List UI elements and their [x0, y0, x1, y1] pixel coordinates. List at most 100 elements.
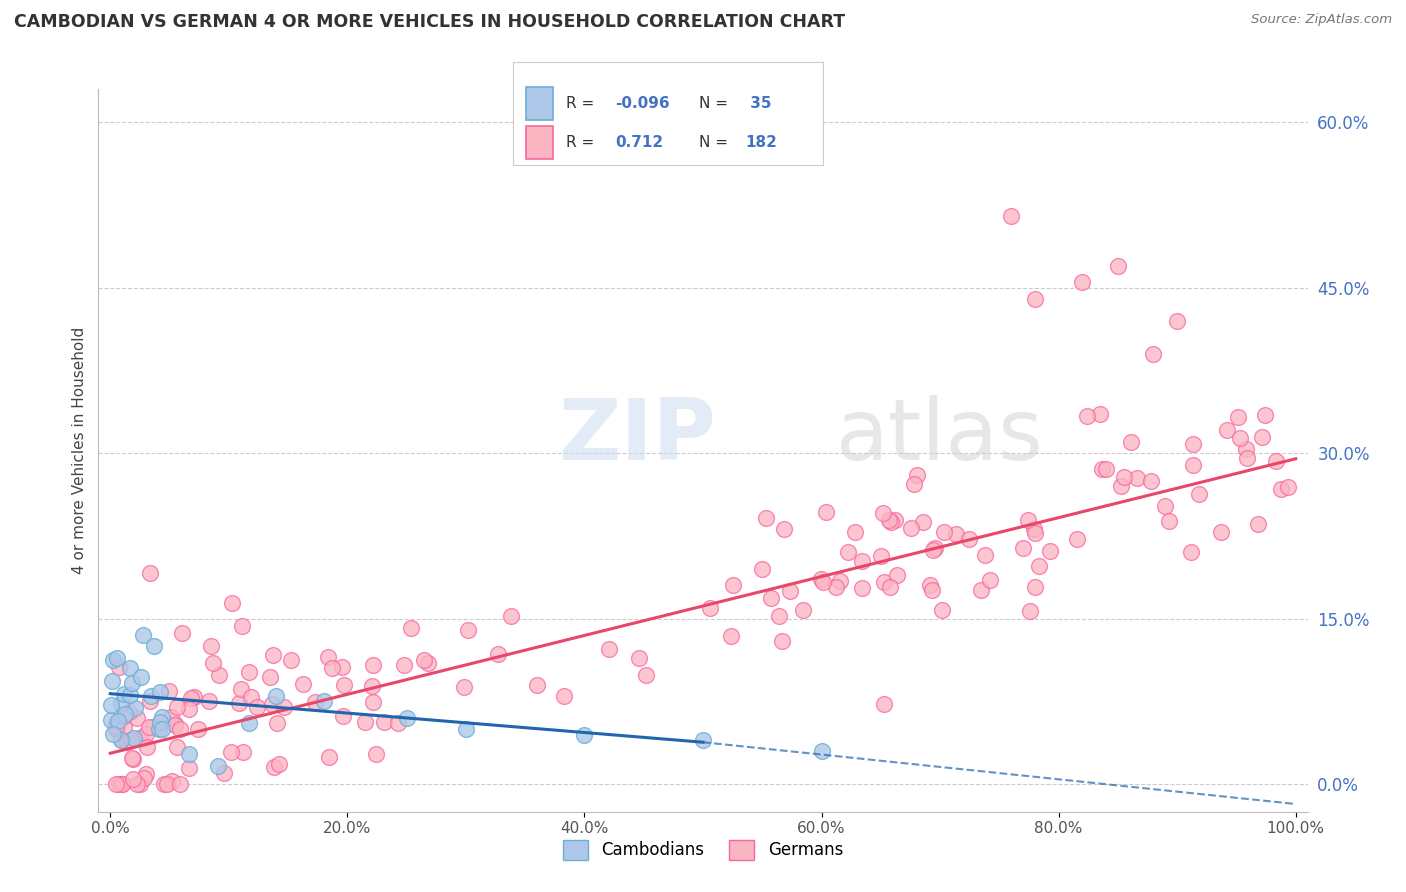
- Point: [105, 717, 128, 731]
- Point: [924, 541, 946, 555]
- Point: [1095, 462, 1118, 476]
- FancyBboxPatch shape: [526, 87, 554, 120]
- Point: [232, 745, 254, 759]
- Point: [1112, 470, 1135, 484]
- Point: [103, 653, 125, 667]
- Point: [751, 561, 773, 575]
- Point: [112, 687, 135, 701]
- Point: [413, 652, 436, 666]
- Point: [264, 689, 287, 703]
- Point: [1236, 451, 1258, 466]
- Point: [127, 777, 149, 791]
- Point: [332, 709, 354, 723]
- Point: [1019, 604, 1042, 618]
- Point: [815, 505, 838, 519]
- Point: [900, 521, 922, 535]
- Point: [166, 739, 188, 754]
- Point: [110, 732, 132, 747]
- Point: [1039, 544, 1062, 558]
- Point: [273, 699, 295, 714]
- Text: ZIP: ZIP: [558, 394, 716, 477]
- Point: [169, 777, 191, 791]
- Point: [321, 661, 343, 675]
- Point: [1139, 474, 1161, 488]
- Point: [120, 688, 142, 702]
- Point: [129, 731, 152, 745]
- Point: [1071, 275, 1094, 289]
- Point: [453, 680, 475, 694]
- Point: [363, 658, 385, 673]
- Point: [180, 691, 202, 706]
- Point: [905, 467, 928, 482]
- Point: [931, 603, 953, 617]
- Point: [1154, 499, 1177, 513]
- Point: [304, 695, 326, 709]
- Point: [768, 609, 790, 624]
- Point: [844, 525, 866, 540]
- Point: [263, 760, 285, 774]
- Point: [877, 513, 900, 527]
- Point: [129, 670, 152, 684]
- Point: [105, 722, 128, 736]
- Point: [160, 710, 183, 724]
- Point: [100, 674, 122, 689]
- Point: [759, 591, 782, 605]
- Text: 182: 182: [745, 135, 778, 150]
- Point: [114, 706, 136, 721]
- Point: [974, 549, 997, 563]
- Point: [107, 660, 129, 674]
- Point: [129, 777, 152, 791]
- Point: [318, 750, 340, 764]
- Point: [135, 767, 157, 781]
- Point: [1270, 482, 1292, 496]
- Point: [292, 677, 315, 691]
- Point: [755, 511, 778, 525]
- Point: [1024, 526, 1046, 541]
- Point: [395, 711, 418, 725]
- Point: [399, 622, 422, 636]
- Point: [1028, 558, 1050, 573]
- Point: [115, 734, 138, 748]
- Point: [152, 723, 174, 737]
- Point: [238, 665, 260, 680]
- Point: [1234, 442, 1257, 456]
- Point: [149, 684, 172, 698]
- Point: [246, 700, 269, 714]
- Point: [1012, 541, 1035, 556]
- Point: [1251, 430, 1274, 444]
- Point: [486, 647, 509, 661]
- Point: [107, 777, 129, 791]
- Point: [499, 609, 522, 624]
- Point: [100, 698, 122, 713]
- Point: [231, 619, 253, 633]
- Point: [934, 524, 956, 539]
- Point: [120, 733, 142, 747]
- Point: [318, 649, 340, 664]
- Point: [1126, 471, 1149, 485]
- Point: [779, 584, 801, 599]
- Text: N =: N =: [699, 96, 728, 111]
- Point: [1107, 259, 1129, 273]
- Point: [110, 697, 132, 711]
- Point: [103, 727, 125, 741]
- Text: CAMBODIAN VS GERMAN 4 OR MORE VEHICLES IN HOUSEHOLD CORRELATION CHART: CAMBODIAN VS GERMAN 4 OR MORE VEHICLES I…: [14, 13, 845, 31]
- Point: [1024, 292, 1046, 306]
- Point: [121, 751, 143, 765]
- Point: [1024, 580, 1046, 594]
- Point: [454, 722, 477, 736]
- Point: [792, 603, 814, 617]
- Point: [132, 628, 155, 642]
- Point: [262, 648, 284, 663]
- Point: [918, 577, 941, 591]
- Point: [1091, 462, 1114, 476]
- Point: [921, 582, 943, 597]
- Point: [229, 682, 252, 697]
- Point: [157, 684, 180, 698]
- Point: [122, 731, 145, 745]
- Point: [259, 670, 281, 684]
- Text: N =: N =: [699, 135, 728, 150]
- Point: [903, 476, 925, 491]
- Point: [1182, 436, 1205, 450]
- Point: [1211, 525, 1233, 540]
- Point: [333, 678, 356, 692]
